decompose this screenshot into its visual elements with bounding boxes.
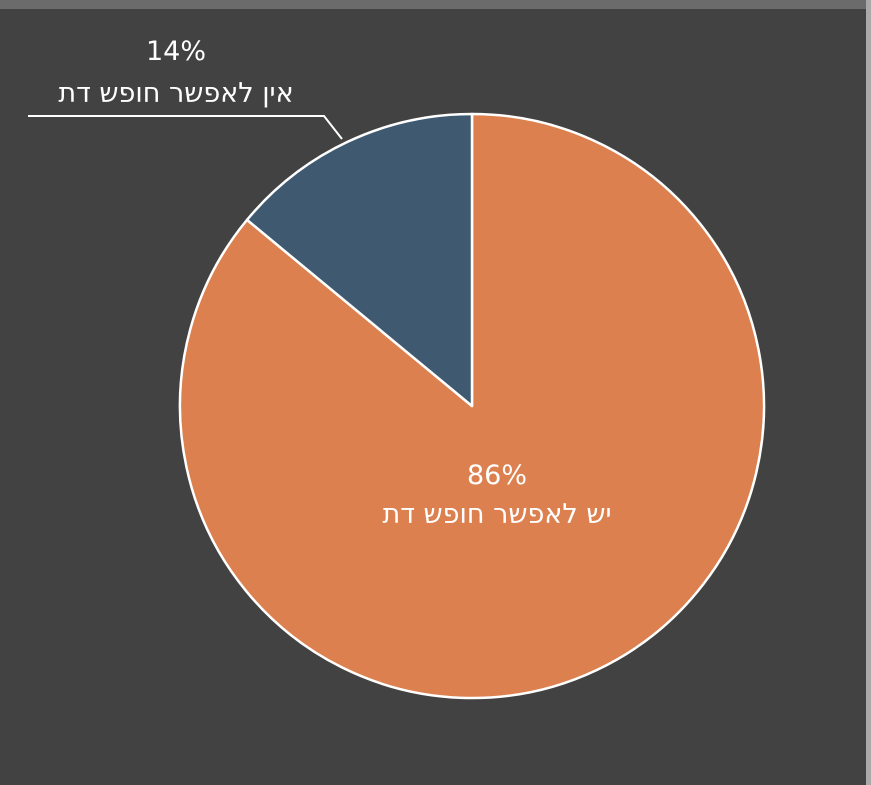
pie-slices xyxy=(178,112,766,700)
pie-slice-86 xyxy=(178,112,766,700)
leader-line-14 xyxy=(28,115,343,140)
slice-category-label-86: יש לאפשר חופש דת xyxy=(382,499,611,530)
pie-slice-14 xyxy=(245,112,474,408)
right-edge-strip xyxy=(866,0,871,785)
slice-value-label-86: 86% xyxy=(467,460,527,491)
slice-label-large: 86% יש לאפשר חופש דת xyxy=(382,460,611,530)
header-strip xyxy=(0,0,871,9)
slice-value-label-14: 14% xyxy=(146,36,206,67)
slice-label-small: 14% אין לאפשר חופש דת xyxy=(58,36,293,109)
slice-category-label-14: אין לאפשר חופש דת xyxy=(58,78,293,109)
